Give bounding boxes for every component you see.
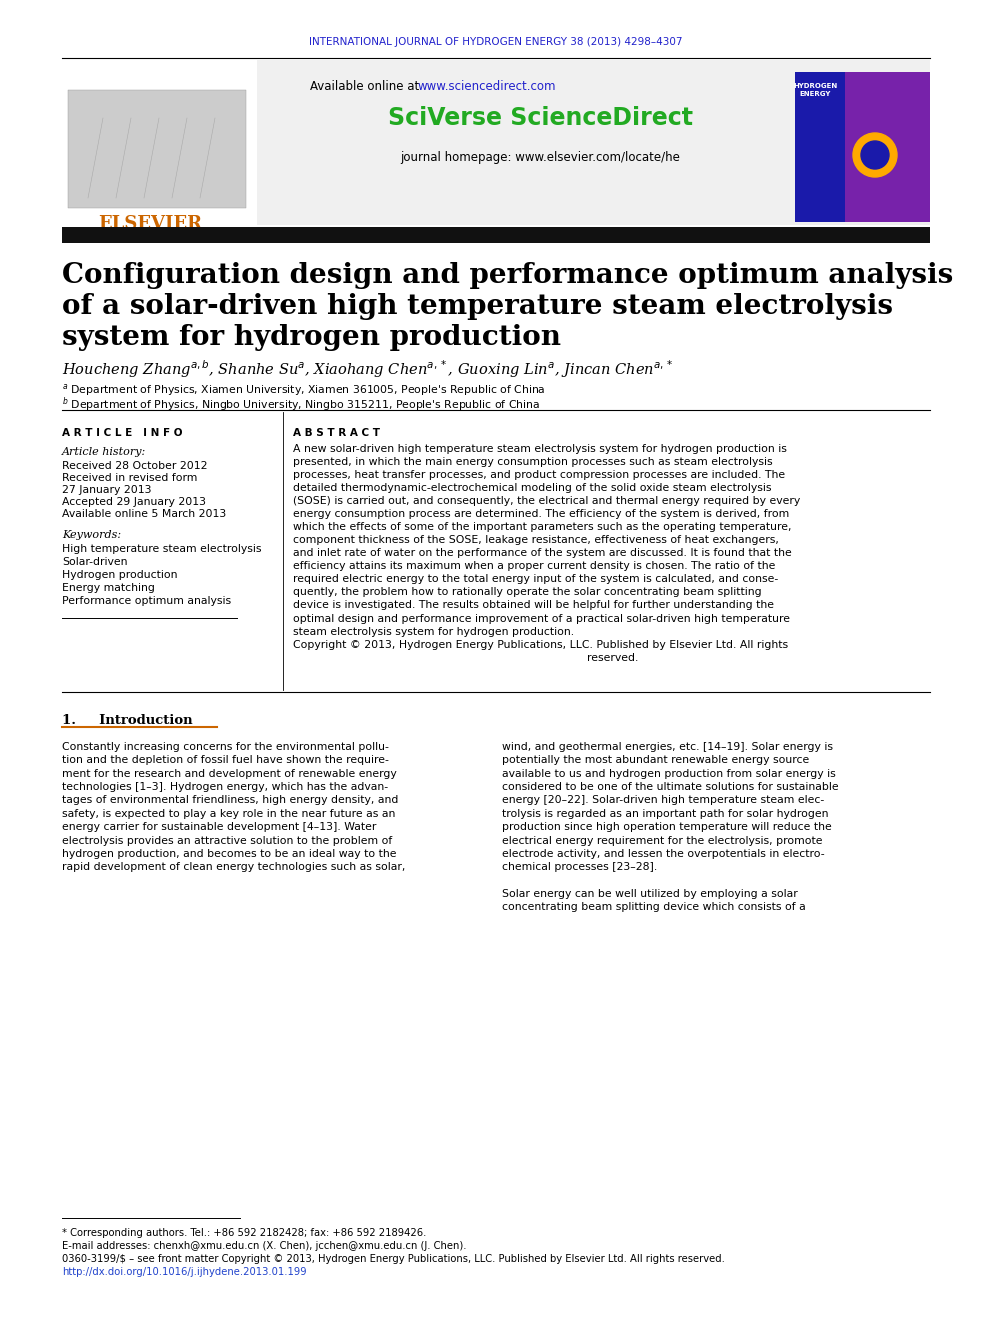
Text: Available online 5 March 2013: Available online 5 March 2013 [62, 509, 226, 519]
Bar [795, 71, 930, 222]
Text: www.sciencedirect.com: www.sciencedirect.com [417, 81, 556, 94]
Text: 0360-3199/$ – see front matter Copyright © 2013, Hydrogen Energy Publications, L: 0360-3199/$ – see front matter Copyright… [62, 1254, 725, 1263]
Bar [62, 228, 930, 243]
Circle shape [853, 134, 897, 177]
Circle shape [861, 142, 889, 169]
Text: http://dx.doi.org/10.1016/j.ijhydene.2013.01.199: http://dx.doi.org/10.1016/j.ijhydene.201… [62, 1267, 307, 1277]
Text: HYDROGEN
ENERGY: HYDROGEN ENERGY [793, 83, 837, 97]
Text: wind, and geothermal energies, etc. [14–19]. Solar energy is
potentially the mos: wind, and geothermal energies, etc. [14–… [502, 742, 838, 913]
Text: Accepted 29 January 2013: Accepted 29 January 2013 [62, 497, 206, 507]
Text: ELSEVIER: ELSEVIER [98, 216, 202, 233]
Text: * Corresponding authors. Tel.: +86 592 2182428; fax: +86 592 2189426.: * Corresponding authors. Tel.: +86 592 2… [62, 1228, 427, 1238]
Text: $^{a}$ Department of Physics, Xiamen University, Xiamen 361005, People's Republi: $^{a}$ Department of Physics, Xiamen Uni… [62, 382, 546, 398]
Text: Received in revised form: Received in revised form [62, 474, 197, 483]
Text: Energy matching: Energy matching [62, 583, 155, 593]
Text: Hydrogen production: Hydrogen production [62, 570, 178, 579]
Text: journal homepage: www.elsevier.com/locate/he: journal homepage: www.elsevier.com/locat… [400, 152, 680, 164]
Text: $^{b}$ Department of Physics, Ningbo University, Ningbo 315211, People's Republi: $^{b}$ Department of Physics, Ningbo Uni… [62, 396, 541, 414]
Text: A R T I C L E   I N F O: A R T I C L E I N F O [62, 429, 183, 438]
Text: E-mail addresses: chenxh@xmu.edu.cn (X. Chen), jcchen@xmu.edu.cn (J. Chen).: E-mail addresses: chenxh@xmu.edu.cn (X. … [62, 1241, 466, 1252]
Text: Solar-driven: Solar-driven [62, 557, 128, 568]
Text: Performance optimum analysis: Performance optimum analysis [62, 595, 231, 606]
Text: A new solar-driven high temperature steam electrolysis system for hydrogen produ: A new solar-driven high temperature stea… [293, 445, 801, 663]
Bar [845, 71, 930, 222]
Text: Configuration design and performance optimum analysis: Configuration design and performance opt… [62, 262, 953, 288]
Text: 27 January 2013: 27 January 2013 [62, 486, 152, 495]
Text: Article history:: Article history: [62, 447, 146, 456]
Text: Available online at: Available online at [310, 81, 423, 94]
Bar [68, 90, 246, 208]
Text: A B S T R A C T: A B S T R A C T [293, 429, 380, 438]
Text: Constantly increasing concerns for the environmental pollu-
tion and the depleti: Constantly increasing concerns for the e… [62, 742, 406, 872]
Text: 1.     Introduction: 1. Introduction [62, 714, 192, 728]
Text: system for hydrogen production: system for hydrogen production [62, 324, 561, 351]
Text: of a solar-driven high temperature steam electrolysis: of a solar-driven high temperature steam… [62, 292, 893, 320]
Text: Houcheng Zhang$^{a,b}$, Shanhe Su$^{a}$, Xiaohang Chen$^{a,*}$, Guoxing Lin$^{a}: Houcheng Zhang$^{a,b}$, Shanhe Su$^{a}$,… [62, 359, 674, 380]
Text: SciVerse ScienceDirect: SciVerse ScienceDirect [388, 106, 692, 130]
Text: High temperature steam electrolysis: High temperature steam electrolysis [62, 544, 262, 554]
Text: Keywords:: Keywords: [62, 531, 121, 540]
Text: Received 28 October 2012: Received 28 October 2012 [62, 460, 207, 471]
Bar [62, 60, 257, 225]
Bar [62, 60, 930, 225]
Text: INTERNATIONAL JOURNAL OF HYDROGEN ENERGY 38 (2013) 4298–4307: INTERNATIONAL JOURNAL OF HYDROGEN ENERGY… [310, 37, 682, 48]
